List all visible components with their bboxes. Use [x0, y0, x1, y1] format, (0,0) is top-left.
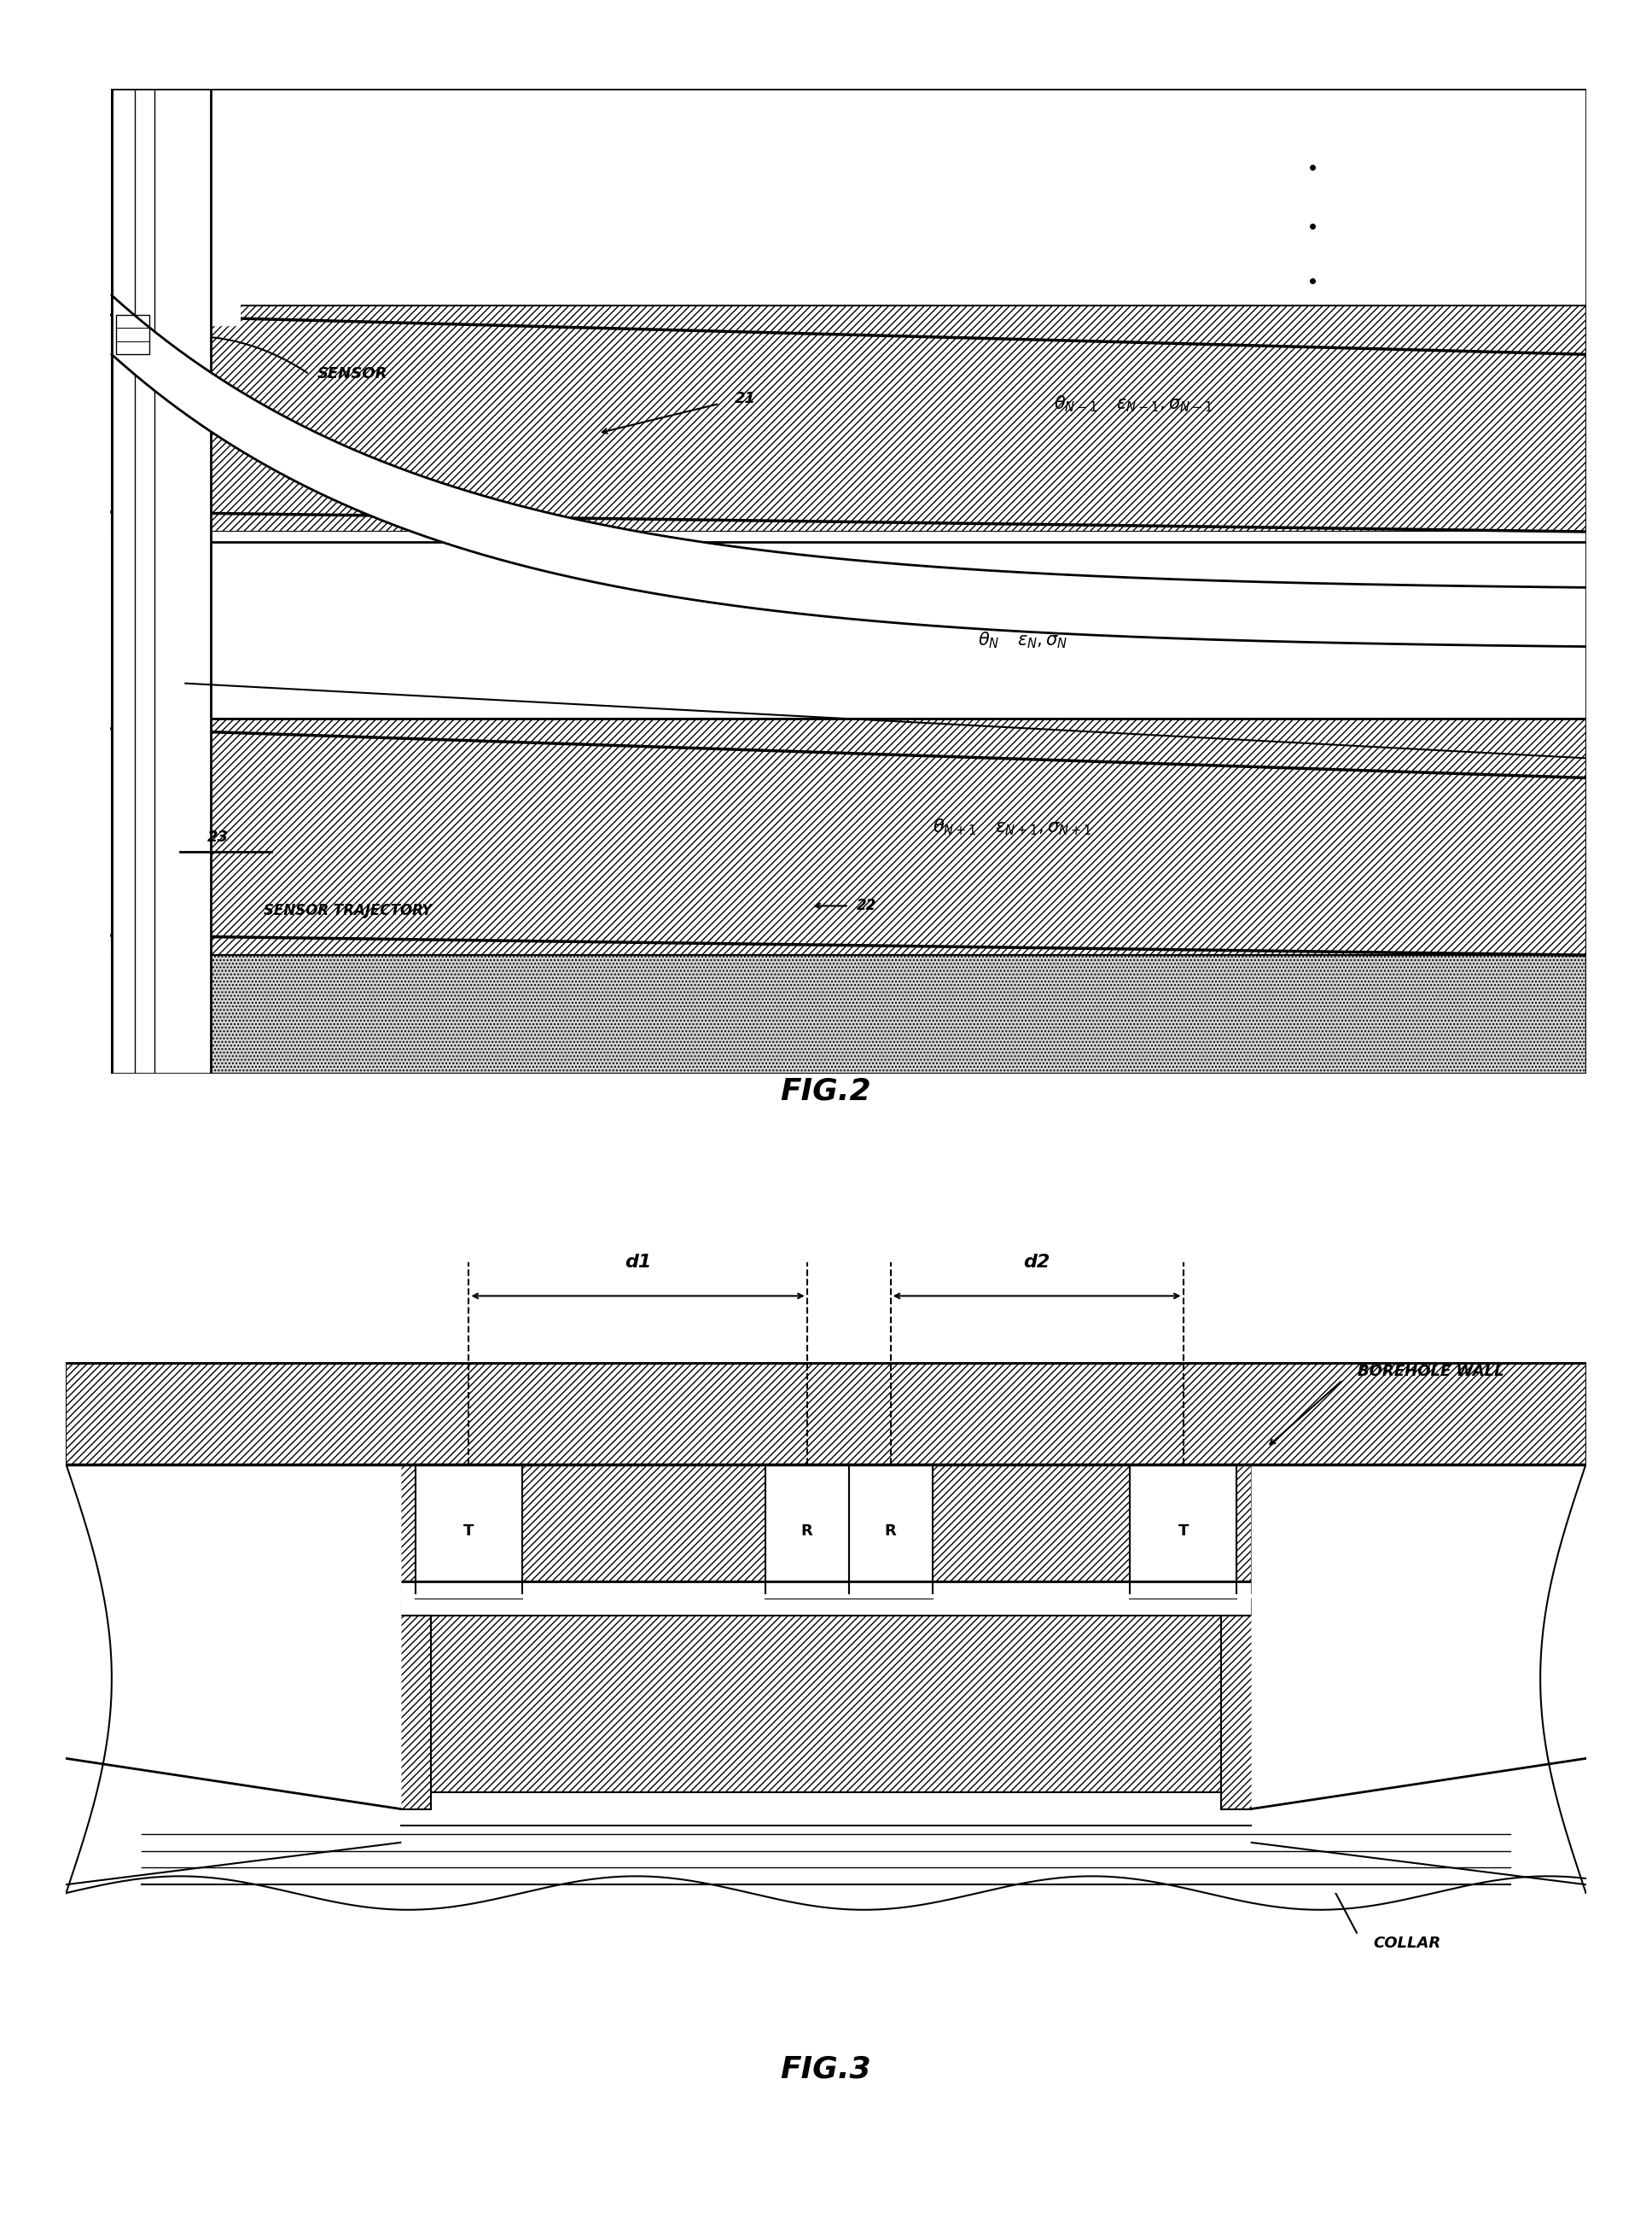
Bar — [112, 89, 1586, 305]
Text: SENSOR: SENSOR — [317, 367, 387, 383]
Bar — [400, 1596, 1252, 1598]
Bar — [66, 1363, 1586, 1465]
Bar — [849, 1465, 932, 1598]
Bar — [112, 305, 1586, 531]
Text: 22: 22 — [856, 898, 876, 914]
Text: 21: 21 — [735, 392, 757, 407]
Bar — [112, 956, 1586, 1073]
Text: $\theta_{N+1}$   $\epsilon_{N+1},\sigma_{N+1}$: $\theta_{N+1}$ $\epsilon_{N+1},\sigma_{N… — [932, 817, 1092, 837]
Bar — [66, 1615, 431, 1808]
Bar — [188, 1598, 1464, 1793]
Bar — [112, 89, 210, 1073]
Text: BOREHOLE WALL: BOREHOLE WALL — [1358, 1363, 1505, 1379]
Bar — [1130, 1465, 1236, 1598]
Text: T: T — [1178, 1525, 1188, 1538]
Bar — [1221, 1615, 1586, 1808]
Bar — [765, 1465, 849, 1598]
Text: T: T — [464, 1525, 474, 1538]
Text: R: R — [801, 1525, 813, 1538]
Bar — [66, 1598, 1586, 1826]
Bar — [112, 305, 1586, 531]
Text: COLLAR: COLLAR — [1373, 1936, 1441, 1952]
Text: SENSOR TRAJECTORY: SENSOR TRAJECTORY — [264, 903, 433, 918]
Text: 23: 23 — [208, 830, 228, 845]
Text: $\theta_N$   $\epsilon_N,\sigma_N$: $\theta_N$ $\epsilon_N,\sigma_N$ — [978, 631, 1067, 651]
Bar — [66, 1498, 400, 1892]
Text: R: R — [885, 1525, 897, 1538]
Bar — [112, 719, 1586, 956]
Text: d1: d1 — [624, 1253, 651, 1270]
Text: FIG.3: FIG.3 — [780, 2054, 872, 2085]
Text: FIG.2: FIG.2 — [780, 1076, 872, 1106]
Bar — [112, 531, 1586, 719]
Bar — [400, 1582, 1252, 1615]
Bar — [400, 1465, 1252, 1598]
Bar — [416, 1465, 522, 1598]
Bar — [112, 305, 1586, 531]
Bar — [116, 314, 150, 354]
Text: $\theta_{N-1}$   $\epsilon_{N-1},\sigma_{N-1}$: $\theta_{N-1}$ $\epsilon_{N-1},\sigma_{N… — [1054, 394, 1213, 414]
Bar — [1252, 1498, 1586, 1892]
Text: d2: d2 — [1024, 1253, 1051, 1270]
